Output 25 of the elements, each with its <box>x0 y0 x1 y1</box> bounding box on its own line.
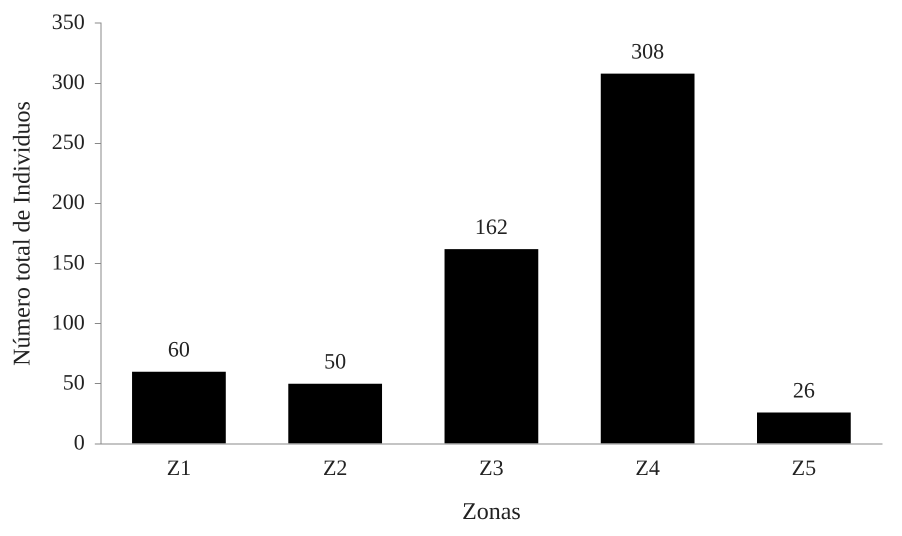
data-label: 60 <box>168 336 190 362</box>
y-tick-label: 150 <box>52 249 85 274</box>
y-tick-label: 300 <box>52 69 85 94</box>
y-tick-label: 100 <box>52 309 85 334</box>
y-tick-label: 350 <box>52 8 85 34</box>
y-tick-label: 250 <box>52 129 85 154</box>
data-label: 50 <box>324 348 346 374</box>
data-label: 26 <box>792 377 815 402</box>
bar <box>757 412 851 444</box>
x-tick-label: Z5 <box>792 454 816 480</box>
bar <box>444 249 538 444</box>
x-tick-label: Z4 <box>635 454 660 480</box>
y-tick-label: 0 <box>74 430 85 455</box>
data-label: 162 <box>474 214 508 239</box>
data-label: 308 <box>631 38 664 64</box>
y-axis-title: Número total de Individuos <box>10 101 36 366</box>
x-tick-label: Z2 <box>322 454 348 480</box>
y-tick-label: 50 <box>62 369 85 394</box>
bar <box>288 384 382 444</box>
x-axis-title: Zonas <box>462 498 521 525</box>
x-tick-label: Z3 <box>479 454 504 480</box>
x-tick-label: Z1 <box>166 454 192 480</box>
bar <box>132 372 226 444</box>
bar <box>600 74 695 444</box>
y-tick-label: 200 <box>52 189 85 214</box>
